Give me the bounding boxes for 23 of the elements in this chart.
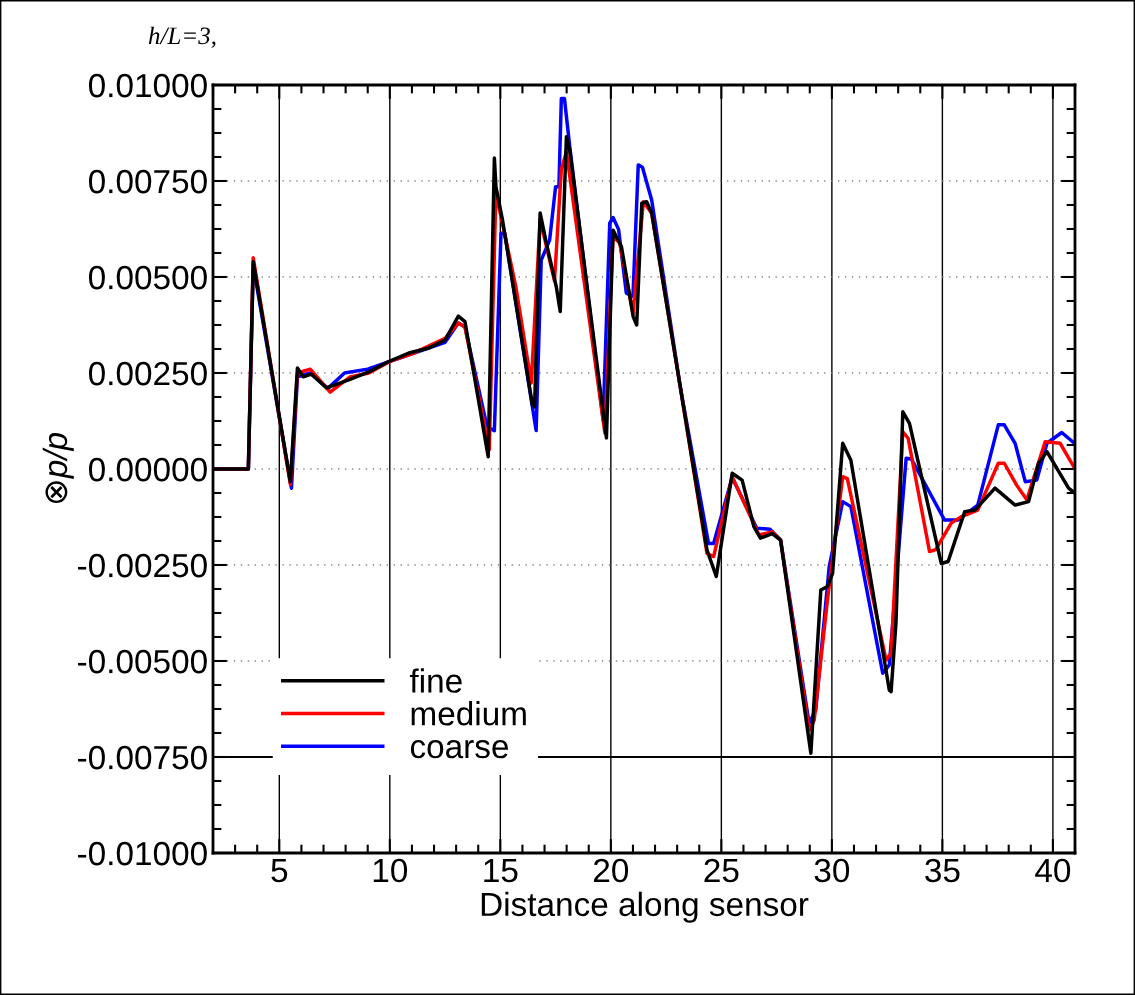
x-tick-label: 25 <box>704 858 739 883</box>
x-tick-label: 40 <box>1035 858 1071 883</box>
y-tick-label: 0.00000 <box>88 457 207 482</box>
x-tick-label: 5 <box>271 859 288 883</box>
y-tick-label: 0.00250 <box>88 361 207 386</box>
y-tick-label: 0.00750 <box>88 169 207 194</box>
y-tick-label: -0.00250 <box>78 553 207 578</box>
x-tick-label: 35 <box>925 858 960 883</box>
y-tick-label: -0.00500 <box>78 649 207 674</box>
x-tick-label: 30 <box>814 858 850 883</box>
y-tick-label: -0.00750 <box>78 745 207 770</box>
y-tick-label: 0.00500 <box>88 265 207 290</box>
y-axis-title: ⊗p/p <box>42 432 74 504</box>
y-tick-label: -0.01000 <box>78 841 207 866</box>
legend-label: coarse <box>410 740 508 759</box>
x-axis-title: Distance along sensor <box>481 891 809 923</box>
x-tick-label: 10 <box>373 858 408 883</box>
x-tick-label: 15 <box>484 859 518 883</box>
legend-label: fine <box>409 668 462 693</box>
x-tick-label: 20 <box>593 858 629 883</box>
y-tick-label: 0.01000 <box>88 73 207 98</box>
legend-label: medium <box>411 701 526 726</box>
chart-title: h/L=3, <box>148 26 216 48</box>
